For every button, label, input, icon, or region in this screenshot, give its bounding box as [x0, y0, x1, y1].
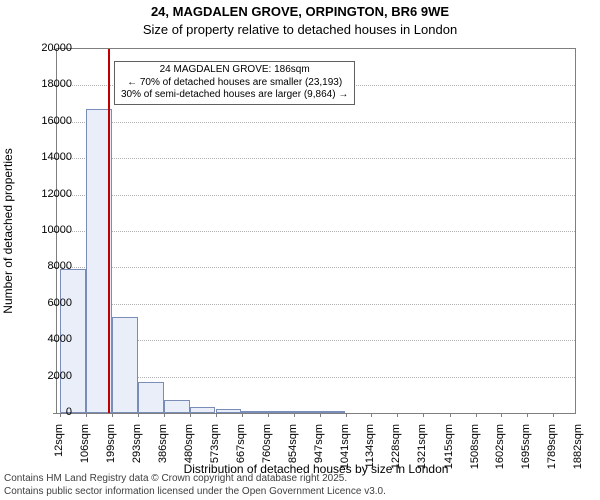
xtick-mark	[371, 413, 372, 417]
xtick-mark	[112, 413, 113, 417]
histogram-bar	[293, 411, 319, 413]
xtick-mark	[190, 413, 191, 417]
xtick-mark	[501, 413, 502, 417]
gridline	[57, 267, 575, 268]
xtick-mark	[268, 413, 269, 417]
chart-title-line2: Size of property relative to detached ho…	[0, 22, 600, 37]
annotation-line-1: 24 MAGDALEN GROVE: 186sqm	[121, 64, 348, 77]
gridline	[57, 122, 575, 123]
xtick-label: 760sqm	[261, 424, 273, 484]
xtick-label: 573sqm	[209, 424, 221, 484]
xtick-label: 667sqm	[235, 424, 247, 484]
property-marker-line	[108, 49, 110, 413]
xtick-label: 480sqm	[183, 424, 195, 484]
ytick-label: 2000	[2, 370, 72, 382]
xtick-mark	[423, 413, 424, 417]
xtick-label: 386sqm	[157, 424, 169, 484]
xtick-mark	[397, 413, 398, 417]
chart-plot-area: 24 MAGDALEN GROVE: 186sqm← 70% of detach…	[56, 48, 576, 414]
histogram-bar	[241, 411, 267, 413]
xtick-label: 1415sqm	[443, 424, 455, 484]
xtick-mark	[346, 413, 347, 417]
chart-title-line1: 24, MAGDALEN GROVE, ORPINGTON, BR6 9WE	[0, 4, 600, 19]
gridline	[57, 158, 575, 159]
histogram-bar	[112, 317, 138, 413]
xtick-label: 854sqm	[287, 424, 299, 484]
histogram-bar	[190, 407, 216, 413]
xtick-label: 1228sqm	[390, 424, 402, 484]
gridline	[57, 304, 575, 305]
xtick-label: 106sqm	[79, 424, 91, 484]
histogram-bar	[138, 382, 164, 413]
gridline	[57, 195, 575, 196]
ytick-label: 8000	[2, 260, 72, 272]
annotation-box: 24 MAGDALEN GROVE: 186sqm← 70% of detach…	[114, 61, 355, 105]
xtick-mark	[86, 413, 87, 417]
ytick-label: 14000	[2, 151, 72, 163]
ytick-label: 18000	[2, 78, 72, 90]
xtick-mark	[242, 413, 243, 417]
xtick-label: 1789sqm	[546, 424, 558, 484]
xtick-mark	[294, 413, 295, 417]
xtick-mark	[450, 413, 451, 417]
ytick-label: 12000	[2, 188, 72, 200]
footer-line-2: Contains public sector information licen…	[4, 486, 386, 497]
xtick-label: 1508sqm	[469, 424, 481, 484]
xtick-label: 199sqm	[105, 424, 117, 484]
xtick-label: 293sqm	[131, 424, 143, 484]
xtick-mark	[476, 413, 477, 417]
ytick-label: 0	[2, 406, 72, 418]
xtick-mark	[216, 413, 217, 417]
xtick-label: 947sqm	[313, 424, 325, 484]
histogram-bar	[319, 411, 345, 413]
xtick-mark	[553, 413, 554, 417]
xtick-label: 1695sqm	[520, 424, 532, 484]
xtick-label: 1602sqm	[494, 424, 506, 484]
gridline	[57, 231, 575, 232]
xtick-mark	[527, 413, 528, 417]
annotation-line-3: 30% of semi-detached houses are larger (…	[121, 89, 348, 102]
xtick-label: 1882sqm	[572, 424, 584, 484]
ytick-label: 6000	[2, 297, 72, 309]
xtick-mark	[164, 413, 165, 417]
ytick-label: 20000	[2, 42, 72, 54]
ytick-label: 16000	[2, 115, 72, 127]
xtick-label: 1041sqm	[339, 424, 351, 484]
annotation-line-2: ← 70% of detached houses are smaller (23…	[121, 77, 348, 90]
ytick-label: 4000	[2, 333, 72, 345]
xtick-label: 1134sqm	[364, 424, 376, 484]
histogram-bar	[164, 400, 190, 413]
ytick-label: 10000	[2, 224, 72, 236]
xtick-label: 12sqm	[53, 424, 65, 484]
xtick-mark	[320, 413, 321, 417]
xtick-label: 1321sqm	[416, 424, 428, 484]
xtick-mark	[138, 413, 139, 417]
histogram-bar	[216, 409, 242, 413]
histogram-bar	[267, 411, 293, 413]
